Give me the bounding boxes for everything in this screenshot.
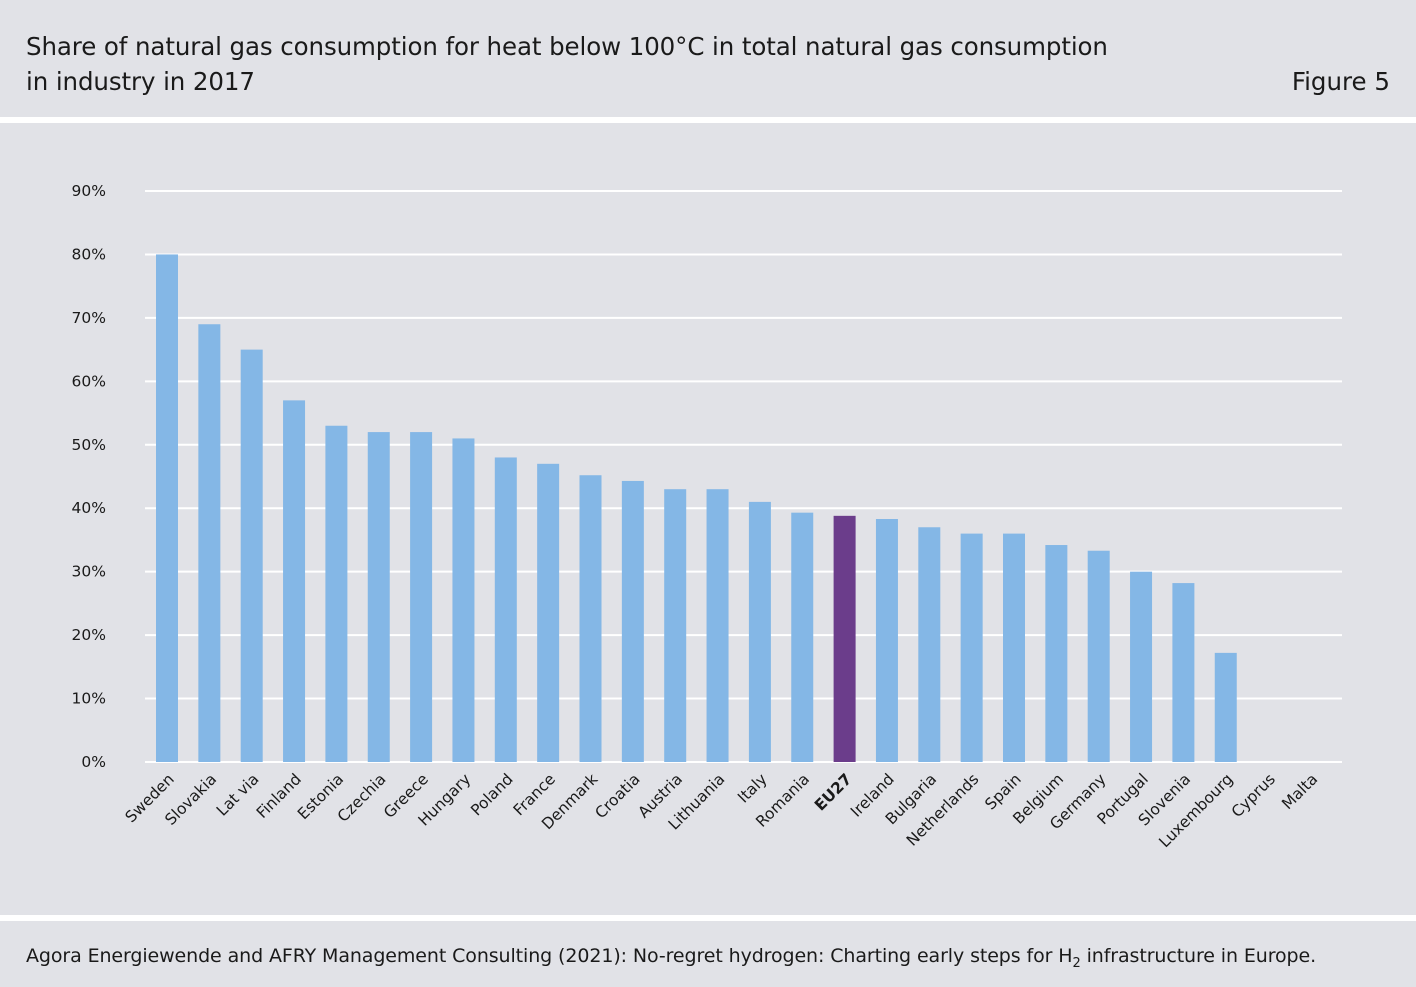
bar-austria (664, 489, 687, 762)
header-panel (0, 0, 1416, 117)
bar-portugal (1130, 571, 1153, 762)
bar-hungary (452, 438, 475, 762)
bar-sweden (156, 254, 178, 762)
x-category-label: Cyprus (1228, 770, 1279, 821)
bar-estonia (325, 425, 348, 762)
x-category-label: Croatia (592, 770, 644, 822)
bar-france (537, 463, 560, 762)
bar-eu27 (833, 515, 856, 762)
y-tick-label: 30% (72, 563, 106, 581)
y-tick-label: 80% (72, 245, 106, 263)
bar-poland (494, 457, 517, 762)
y-tick-label: 20% (72, 626, 106, 644)
y-tick-label: 50% (72, 436, 106, 454)
chart-title-line-2: in industry in 2017 (26, 67, 255, 96)
bar-spain (1003, 533, 1025, 762)
bar-luxembourg (1214, 652, 1237, 762)
bar-finland (283, 400, 306, 762)
bar-lat-via (240, 349, 263, 762)
x-category-label: Italy (734, 770, 771, 807)
source-text-subscript: 2 (1072, 955, 1081, 971)
bar-ireland (875, 519, 898, 762)
x-category-label: Luxembourg (1156, 770, 1237, 851)
bars (156, 254, 1237, 762)
bar-lithuania (706, 489, 729, 762)
bar-belgium (1045, 545, 1068, 762)
bar-bulgaria (918, 527, 941, 762)
source-citation: Agora Energiewende and AFRY Management C… (26, 942, 1316, 978)
y-tick-label: 0% (81, 753, 106, 771)
y-tick-label: 40% (72, 499, 106, 517)
y-tick-label: 90% (72, 182, 106, 200)
bar-czechia (367, 432, 390, 762)
y-tick-label: 60% (72, 372, 106, 390)
y-tick-label: 70% (72, 309, 106, 327)
bar-romania (791, 512, 814, 762)
x-category-label: Poland (467, 770, 516, 819)
figure-label: Figure 5 (1291, 67, 1390, 96)
y-tick-label: 10% (72, 690, 106, 708)
bar-italy (748, 501, 771, 762)
bar-netherlands (960, 533, 983, 762)
chart-title-line-1: Share of natural gas consumption for hea… (26, 32, 1108, 61)
y-axis-tick-labels: 0% 10% 20% 30% 40% 50% 60% 70% 80% 90% (72, 182, 106, 771)
bar-croatia (621, 480, 644, 762)
bar-slovakia (198, 324, 221, 762)
source-text-prefix: Agora Energiewende and AFRY Management C… (26, 945, 1073, 967)
source-text-suffix: infrastructure in Europe. (1080, 945, 1317, 967)
bar-greece (410, 432, 433, 762)
footer-panel (0, 921, 1416, 987)
x-category-label: Malta (1278, 770, 1321, 813)
gridlines (145, 190, 1342, 763)
bar-denmark (579, 475, 602, 762)
bar-germany (1087, 550, 1110, 762)
bar-slovenia (1172, 583, 1195, 762)
